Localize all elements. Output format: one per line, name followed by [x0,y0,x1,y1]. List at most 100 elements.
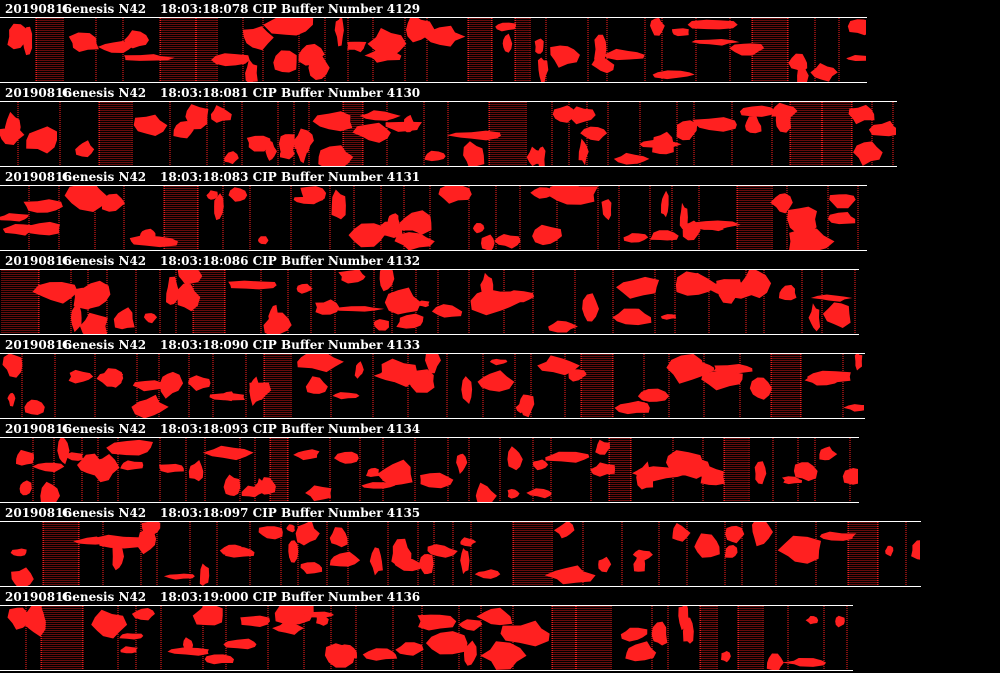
particle-image [32,282,78,304]
buffer-strip: 20190816 Genesis N42 18:03:18:093 CIP Buff… [0,420,859,504]
particle-image [633,553,646,572]
particle-image [332,392,360,400]
buffer-number: CIP Buffer Number 4134 [252,422,421,436]
particle-image [418,554,434,575]
particle-image [777,535,821,564]
particle-image [819,446,838,461]
particle-image [676,120,698,141]
particle-image [113,307,135,330]
particle-image [258,526,283,540]
header-rule [0,17,867,18]
particle-image [431,304,463,318]
baseline-rule [0,334,859,335]
particle-image [481,234,495,250]
dense-slice-block [43,522,79,586]
particle-image [334,451,359,464]
particle-image [199,563,210,586]
particle-image [75,140,95,158]
particle-image [847,19,866,36]
particle-image [338,270,366,284]
buffer-header: 20190816 Genesis N42 18:03:18:097 CIP Buff… [0,504,920,522]
particle-image [124,30,149,49]
particle-image [675,271,717,296]
particle-image [26,126,57,154]
particle-image [228,187,248,202]
particle-image [273,50,297,73]
particle-image [843,404,864,412]
buffer-strip: 20190816 Genesis N42 18:03:18:086 CIP Buff… [0,252,859,336]
buffer-time: 18:03:18:090 [160,338,249,352]
particle-image [507,489,520,499]
particle-image [112,546,124,571]
particle-image-strip [0,354,864,418]
buffer-time: 18:03:18:097 [160,506,249,520]
particle-image [408,369,435,393]
buffer-date: 20190816 [5,590,72,604]
particle-image [568,369,587,382]
particle-image [679,202,688,230]
baseline-rule [0,166,897,167]
buffer-time: 18:03:18:083 [160,170,249,184]
particle-image-strip [0,186,866,250]
particle-image [240,615,270,627]
particle-image [40,481,60,502]
particle-image [625,641,657,662]
particle-image [65,452,85,461]
particle-image [296,283,313,294]
particle-image [537,355,580,376]
particle-image [129,235,179,248]
particle-image [460,537,477,547]
particle-image [384,287,422,315]
particle-image [354,361,364,379]
particle-image [91,609,128,639]
particle-image-strip [0,18,866,82]
dense-slice-block [41,606,83,670]
particle-image [697,465,725,486]
particle-image [93,454,120,483]
particle-image [81,280,111,309]
particle-image [660,314,677,320]
baseline-rule [0,586,921,587]
particle-image [204,654,234,665]
particle-image-canvas [0,186,859,250]
particle-image [2,354,23,378]
particle-image [620,627,648,642]
dense-slice-block [700,606,716,670]
particle-image [835,615,845,628]
particle-image [729,43,765,56]
particle-image [331,189,346,220]
buffer-header: 20190816 Genesis N42 18:03:19:000 CIP Buff… [0,588,852,606]
particle-image [829,194,856,209]
particle-image [19,480,32,496]
dense-slice-block [752,18,788,82]
particle-image [379,270,395,292]
particle-image [544,565,596,585]
particle-image [480,641,527,670]
buffer-title: 18:03:18:083 CIP Buffer Number 4131 [160,168,420,186]
particle-image [545,451,590,463]
particle-image [0,213,29,222]
particle-image-strip [0,438,858,502]
particle-image [590,462,615,477]
particle-image [329,527,348,548]
particle-image [476,607,513,626]
particle-image [396,313,424,329]
buffer-number: CIP Buffer Number 4135 [252,506,421,520]
header-rule [0,269,859,270]
buffer-header: 20190816 Genesis N42 18:03:18:090 CIP Buff… [0,336,864,354]
dense-slice-block [576,606,610,670]
particle-image [177,283,201,312]
particle-image [211,53,250,67]
particle-image [246,135,271,152]
particle-image [249,376,260,406]
particle-image [788,53,808,72]
particle-image [305,485,332,502]
particle-image [687,19,738,30]
buffer-title: 18:03:19:000 CIP Buffer Number 4136 [160,588,420,606]
particle-image [532,224,562,246]
probe-name: Genesis N42 [62,590,147,604]
particle-image [789,228,835,250]
particle-image [771,102,798,120]
dense-slice-block [193,270,225,334]
particle-image [805,616,819,625]
